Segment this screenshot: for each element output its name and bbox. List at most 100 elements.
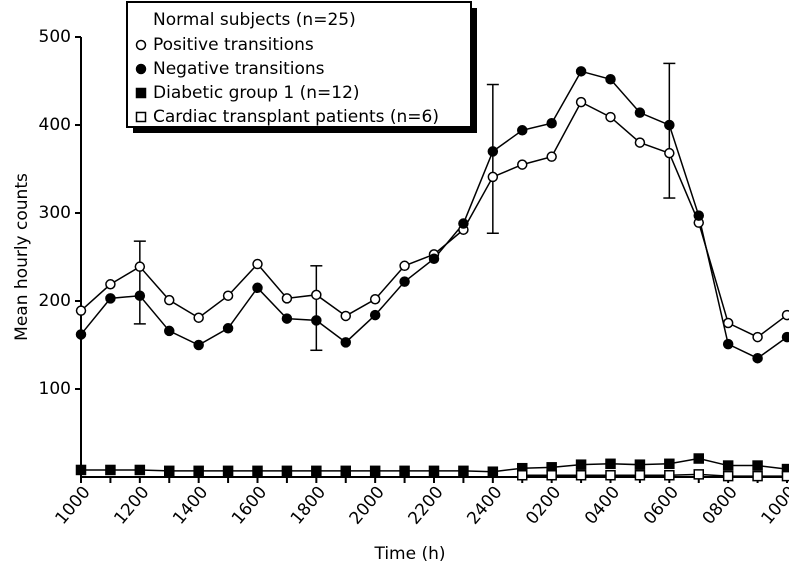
y-axis-label: Mean hourly counts bbox=[12, 173, 32, 341]
marker bbox=[282, 314, 291, 323]
marker bbox=[77, 306, 86, 315]
marker bbox=[547, 152, 556, 161]
marker bbox=[312, 316, 321, 325]
y-tick-label: 200 bbox=[39, 291, 71, 311]
marker bbox=[77, 465, 86, 474]
y-tick-label: 300 bbox=[39, 203, 71, 223]
marker bbox=[694, 211, 703, 220]
marker bbox=[371, 311, 380, 320]
y-tick-label: 100 bbox=[39, 379, 71, 399]
marker bbox=[753, 461, 762, 470]
marker bbox=[724, 472, 733, 481]
x-tick-label: 1000 bbox=[758, 483, 789, 529]
marker bbox=[694, 454, 703, 463]
marker bbox=[341, 338, 350, 347]
x-tick-label: 1200 bbox=[110, 483, 153, 529]
marker bbox=[577, 471, 586, 480]
marker bbox=[577, 460, 586, 469]
marker bbox=[253, 283, 262, 292]
x-tick-label: 1400 bbox=[169, 483, 212, 529]
marker bbox=[635, 471, 644, 480]
x-tick-label: 0200 bbox=[522, 483, 565, 529]
legend-label: Cardiac transplant patients (n=6) bbox=[153, 107, 439, 127]
x-tick-label: 0400 bbox=[581, 483, 624, 529]
marker bbox=[135, 465, 144, 474]
marker bbox=[665, 471, 674, 480]
marker bbox=[341, 311, 350, 320]
marker bbox=[341, 466, 350, 475]
legend-title: Normal subjects (n=25) bbox=[153, 10, 356, 30]
marker bbox=[753, 333, 762, 342]
marker bbox=[665, 121, 674, 130]
marker bbox=[547, 119, 556, 128]
legend-label: Positive transitions bbox=[153, 35, 314, 55]
legend-label: Diabetic group 1 (n=12) bbox=[153, 83, 360, 103]
x-tick-label: 1600 bbox=[228, 483, 271, 529]
marker bbox=[753, 354, 762, 363]
marker bbox=[400, 466, 409, 475]
marker bbox=[224, 324, 233, 333]
marker bbox=[106, 465, 115, 474]
marker bbox=[459, 219, 468, 228]
marker bbox=[577, 98, 586, 107]
marker bbox=[165, 326, 174, 335]
marker bbox=[253, 260, 262, 269]
marker bbox=[135, 262, 144, 271]
y-tick-label: 400 bbox=[39, 115, 71, 135]
marker bbox=[194, 466, 203, 475]
x-tick-label: 2400 bbox=[463, 483, 506, 529]
marker bbox=[518, 126, 527, 135]
marker bbox=[400, 261, 409, 270]
marker bbox=[137, 41, 146, 50]
y-tick-label: 500 bbox=[39, 27, 71, 47]
x-tick-label: 1800 bbox=[287, 483, 330, 529]
marker bbox=[606, 75, 615, 84]
marker bbox=[224, 466, 233, 475]
marker bbox=[224, 291, 233, 300]
marker bbox=[606, 459, 615, 468]
marker bbox=[783, 333, 789, 342]
marker bbox=[724, 461, 733, 470]
marker bbox=[400, 277, 409, 286]
marker bbox=[137, 89, 146, 98]
marker bbox=[724, 319, 733, 328]
marker bbox=[488, 172, 497, 181]
marker bbox=[547, 471, 556, 480]
marker bbox=[430, 254, 439, 263]
marker bbox=[635, 138, 644, 147]
series-line bbox=[522, 474, 787, 476]
marker bbox=[694, 470, 703, 479]
marker bbox=[282, 466, 291, 475]
marker bbox=[371, 295, 380, 304]
marker bbox=[518, 160, 527, 169]
marker bbox=[137, 113, 146, 122]
marker bbox=[518, 471, 527, 480]
marker bbox=[106, 280, 115, 289]
marker bbox=[459, 466, 468, 475]
marker bbox=[606, 113, 615, 122]
marker bbox=[783, 311, 789, 320]
marker bbox=[430, 466, 439, 475]
marker bbox=[577, 67, 586, 76]
marker bbox=[282, 294, 291, 303]
x-tick-label: 2200 bbox=[405, 483, 448, 529]
marker bbox=[194, 313, 203, 322]
marker bbox=[165, 296, 174, 305]
marker bbox=[635, 460, 644, 469]
x-tick-label: 0800 bbox=[699, 483, 742, 529]
x-axis-label: Time (h) bbox=[373, 544, 445, 564]
marker bbox=[783, 472, 789, 481]
marker bbox=[312, 466, 321, 475]
marker bbox=[106, 294, 115, 303]
marker bbox=[253, 466, 262, 475]
marker bbox=[312, 290, 321, 299]
marker bbox=[665, 149, 674, 158]
legend-label: Negative transitions bbox=[153, 59, 325, 79]
x-tick-label: 0600 bbox=[640, 483, 683, 529]
marker bbox=[137, 65, 146, 74]
marker bbox=[635, 108, 644, 117]
marker bbox=[488, 467, 497, 476]
marker bbox=[194, 341, 203, 350]
marker bbox=[371, 466, 380, 475]
